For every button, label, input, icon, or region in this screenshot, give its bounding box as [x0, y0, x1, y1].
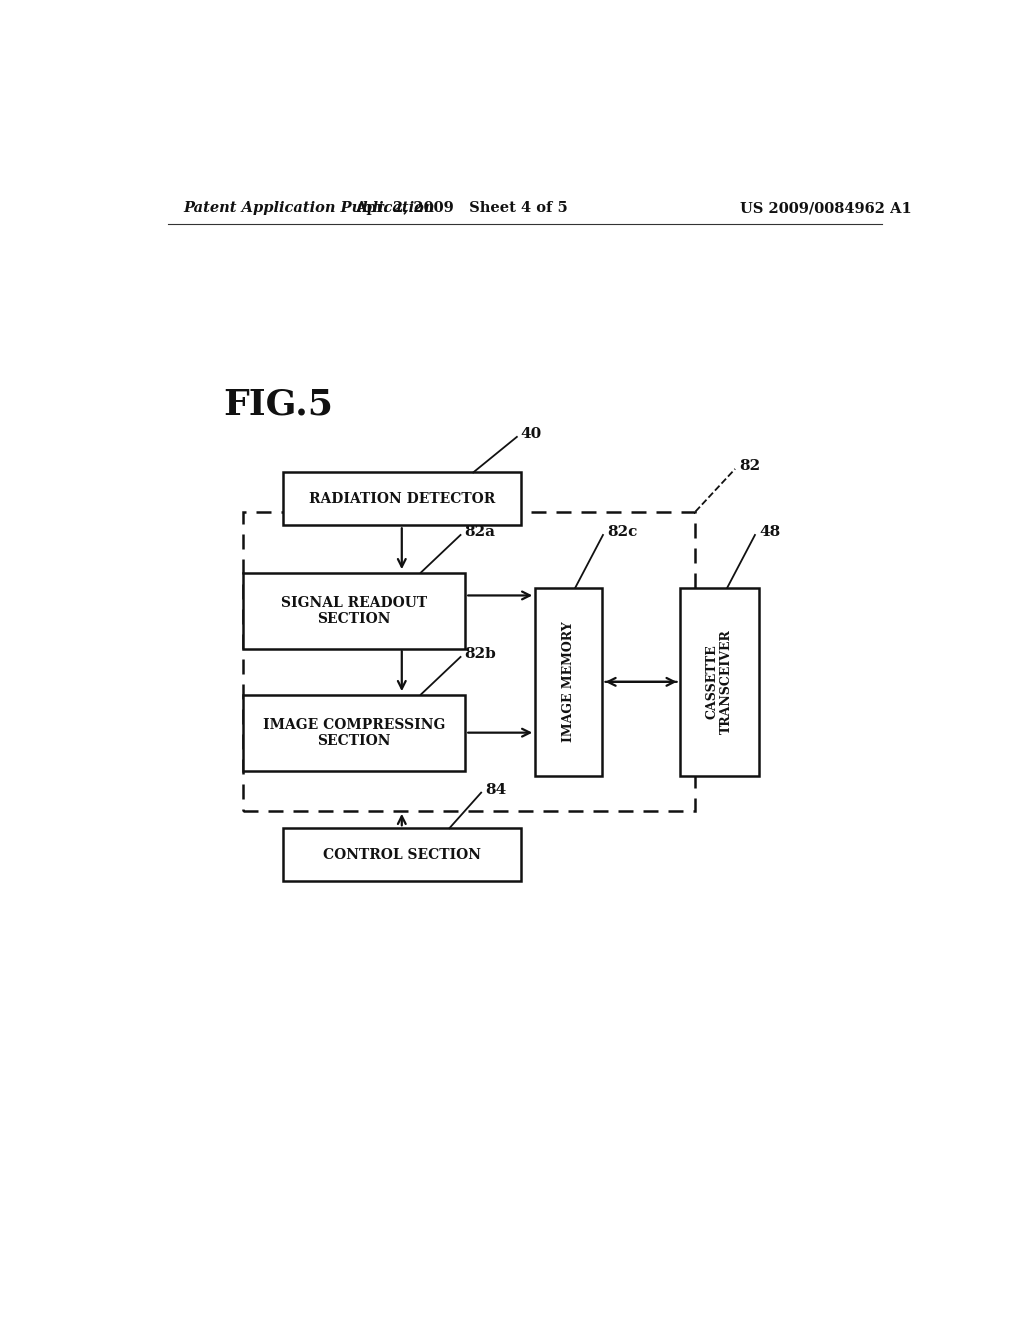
Text: SIGNAL READOUT
SECTION: SIGNAL READOUT SECTION	[282, 595, 427, 626]
Text: FIG.5: FIG.5	[223, 387, 333, 421]
Text: US 2009/0084962 A1: US 2009/0084962 A1	[740, 201, 912, 215]
Bar	[283, 473, 521, 525]
Text: IMAGE COMPRESSING
SECTION: IMAGE COMPRESSING SECTION	[263, 718, 445, 747]
Text: 82c: 82c	[607, 525, 637, 539]
Bar	[283, 828, 521, 880]
Bar	[680, 587, 759, 776]
Text: 82b: 82b	[465, 647, 497, 661]
Text: 40: 40	[521, 426, 542, 441]
Bar	[243, 512, 695, 812]
Text: 84: 84	[485, 783, 507, 796]
Text: Apr. 2, 2009   Sheet 4 of 5: Apr. 2, 2009 Sheet 4 of 5	[355, 201, 567, 215]
Text: CASSETTE
TRANSCEIVER: CASSETTE TRANSCEIVER	[706, 630, 733, 734]
Text: 48: 48	[759, 525, 780, 539]
Text: 82a: 82a	[465, 525, 496, 539]
Bar	[535, 587, 602, 776]
Text: 82: 82	[739, 459, 760, 473]
Bar	[243, 573, 465, 649]
Bar	[243, 694, 465, 771]
Text: CONTROL SECTION: CONTROL SECTION	[323, 847, 481, 862]
Text: IMAGE MEMORY: IMAGE MEMORY	[562, 622, 574, 742]
Text: Patent Application Publication: Patent Application Publication	[183, 201, 435, 215]
Text: RADIATION DETECTOR: RADIATION DETECTOR	[308, 492, 495, 506]
